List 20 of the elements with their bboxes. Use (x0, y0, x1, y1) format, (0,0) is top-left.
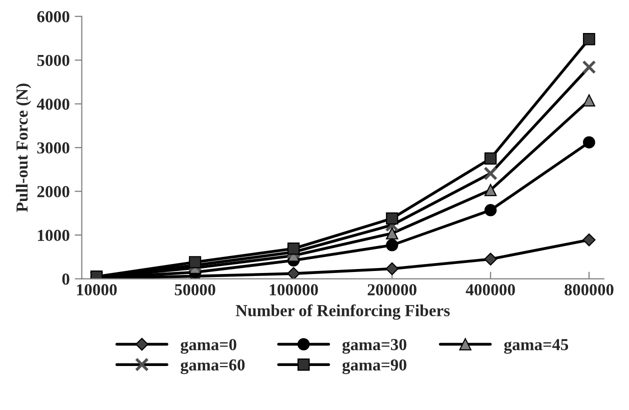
legend-label: gama=90 (342, 359, 406, 374)
x-tick-label: 10000 (77, 284, 117, 296)
x-tick-label: 200000 (368, 284, 416, 296)
legend-label: gama=30 (342, 338, 406, 354)
y-axis-title: Pull-out Force (N) (16, 84, 32, 212)
y-tick-label: 5000 (37, 54, 70, 66)
x-axis-title: Number of Reinforcing Fibers (236, 304, 450, 320)
x-tick-label: 50000 (174, 284, 216, 296)
legend-label: gama=0 (180, 338, 236, 354)
y-tick-label: 4000 (36, 98, 70, 110)
y-tick-label: 1000 (38, 230, 70, 242)
y-tick-label: 2000 (37, 186, 70, 198)
y-tick-label: 6000 (37, 11, 70, 22)
x-tick-label: 100000 (270, 284, 318, 296)
y-tick-label: 3000 (37, 142, 70, 154)
x-tick-label: 800000 (564, 284, 614, 296)
legend-label: gama=45 (504, 339, 568, 354)
legend-label: gama=60 (180, 359, 245, 374)
y-tick-label: 0 (62, 274, 70, 285)
x-tick-label: 400000 (466, 284, 515, 296)
